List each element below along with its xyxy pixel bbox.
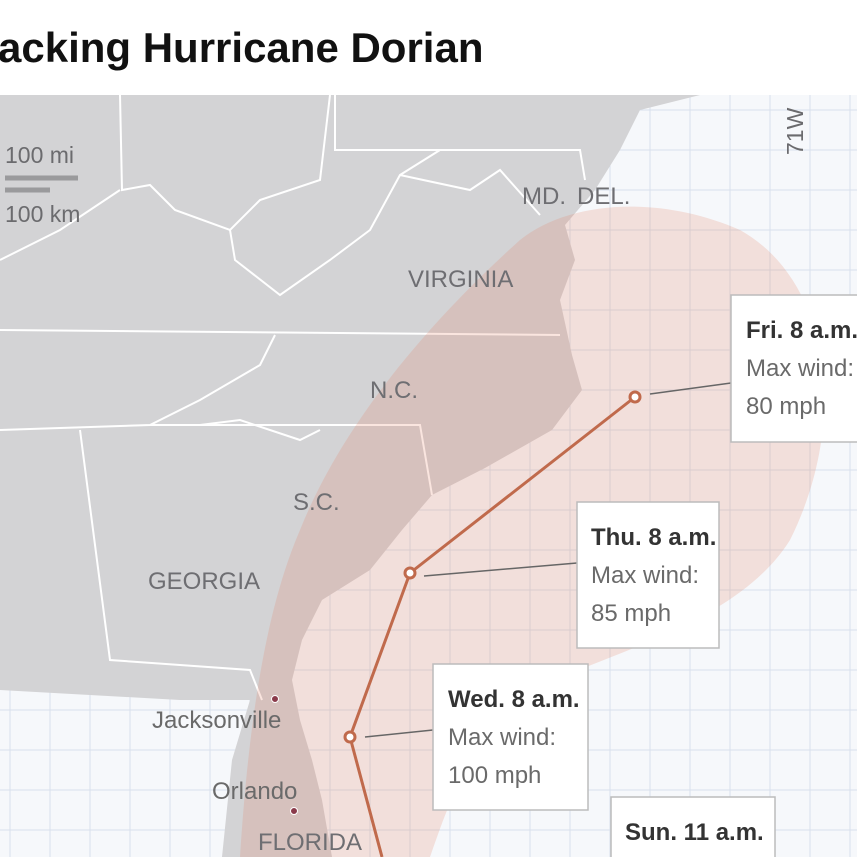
storm-track — [348, 395, 636, 857]
callout-time: Thu. 8 a.m. — [591, 524, 716, 551]
track-point — [343, 730, 357, 744]
state-label: MD. — [522, 183, 566, 210]
callout-text: Max wind: — [448, 724, 556, 751]
callout-time: Sun. 11 a.m. — [625, 819, 764, 846]
state-label: FLORIDA — [258, 829, 362, 856]
callout-box — [610, 796, 776, 857]
track-point — [628, 390, 642, 404]
land — [0, 95, 700, 857]
callout-wind: 85 mph — [591, 600, 671, 627]
scale-label: 100 km — [5, 201, 80, 227]
state-label: S.C. — [293, 489, 340, 516]
scale-label: 100 mi — [5, 142, 74, 168]
state-label: DEL. — [577, 183, 630, 210]
border — [0, 334, 433, 496]
title: acking Hurricane Dorian — [0, 24, 483, 71]
leader-line — [364, 729, 434, 738]
city-dot — [290, 807, 298, 815]
track-point — [403, 566, 417, 580]
leaders — [364, 382, 732, 738]
city-dot — [271, 695, 279, 703]
state-label: GEORGIA — [148, 568, 260, 595]
callout-time: Fri. 8 a.m. — [746, 317, 857, 344]
state-label: N.C. — [370, 377, 418, 404]
callout-box — [730, 294, 857, 443]
border — [0, 149, 541, 297]
border — [334, 95, 586, 181]
leader-line — [423, 562, 578, 577]
border — [119, 94, 331, 232]
leader-line — [649, 382, 732, 395]
forecast-cone — [240, 206, 825, 857]
city-label: Jacksonville — [152, 707, 281, 734]
border — [79, 418, 321, 701]
callout-text: Max wind: — [746, 355, 854, 382]
state-label: VIRGINIA — [408, 266, 513, 293]
longitude-label: 71W — [782, 107, 808, 155]
state-borders — [0, 94, 586, 701]
callout-box — [432, 663, 589, 811]
callout-box — [576, 501, 720, 649]
city-label: Orlando — [212, 778, 297, 805]
callout-wind: 80 mph — [746, 393, 826, 420]
callout-wind: 100 mph — [448, 762, 541, 789]
border — [0, 329, 561, 336]
callout-text: Max wind: — [591, 562, 699, 589]
callout-time: Wed. 8 a.m. — [448, 686, 580, 713]
